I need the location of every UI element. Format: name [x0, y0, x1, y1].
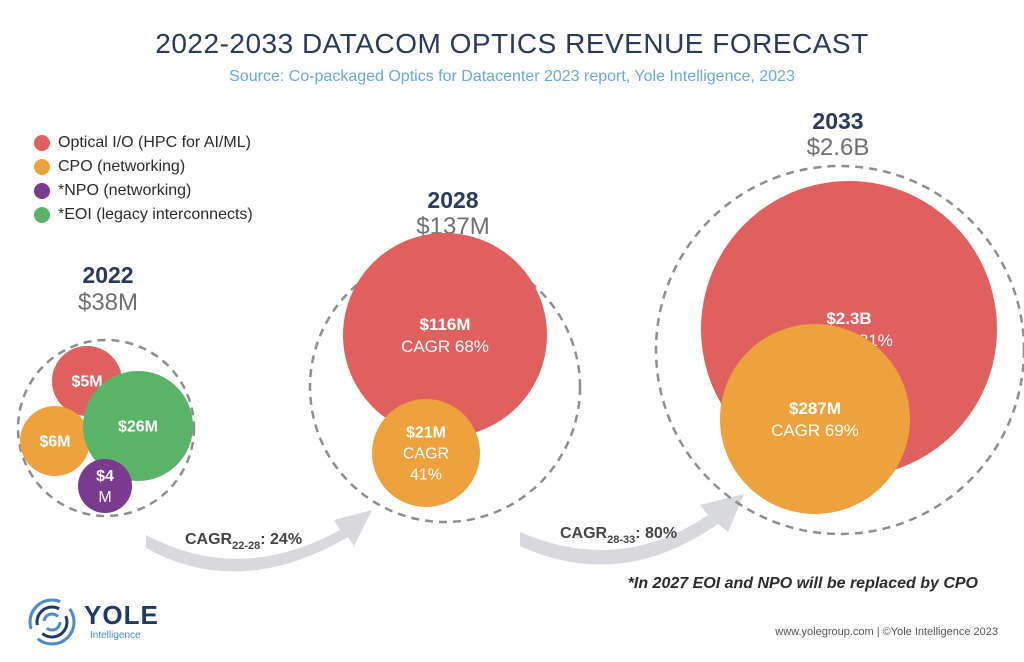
- legend-swatch: [34, 183, 50, 199]
- bubble-2033-1: [720, 324, 910, 514]
- bubble-label-2022-2: $26M: [118, 419, 158, 436]
- yole-logo: YOLE Intelligence: [26, 596, 176, 656]
- bubble-label-2022-0: $5M: [71, 374, 102, 391]
- footnote: *In 2027 EOI and NPO will be replaced by…: [627, 575, 978, 592]
- bubble-label-2022-1: $6M: [39, 434, 70, 451]
- legend-label: Optical I/O (HPC for AI/ML): [58, 134, 251, 151]
- bubble-2028-1: [372, 399, 480, 507]
- bubble-label-2028-0: CAGR 68%: [401, 337, 489, 356]
- bubble-2022-1: [20, 406, 90, 476]
- growth-label-1: CAGR28-33: 80%: [560, 525, 677, 546]
- bubble-label-2022-3: M: [98, 489, 111, 506]
- growth-label-0: CAGR22-28: 24%: [185, 531, 302, 552]
- bubble-label-2022-3: $4: [96, 468, 114, 485]
- bubble-2028-0: [343, 233, 547, 437]
- logo-subtext: Intelligence: [90, 630, 141, 641]
- chart-subtitle: Source: Co-packaged Optics for Datacente…: [229, 68, 795, 85]
- year-ring-2022: [16, 338, 196, 518]
- year-label-2022: 2022: [82, 262, 134, 288]
- legend: Optical I/O (HPC for AI/ML) CPO (network…: [34, 131, 253, 227]
- legend-label: *NPO (networking): [58, 182, 192, 199]
- growth-arrow-0: [146, 510, 372, 572]
- bubble-2022-3: [78, 459, 132, 513]
- chart-title: 2022-2033 DATACOM OPTICS REVENUE FORECAS…: [155, 28, 869, 59]
- legend-swatch: [34, 135, 50, 151]
- legend-swatch: [34, 207, 50, 223]
- legend-item-optical-io: Optical I/O (HPC for AI/ML): [34, 131, 253, 155]
- footer-credit: www.yolegroup.com | ©Yole Intelligence 2…: [775, 626, 998, 638]
- total-label-2022: $38M: [77, 289, 139, 316]
- legend-swatch: [34, 159, 50, 175]
- bubble-label-2028-1: $21M: [406, 425, 446, 442]
- legend-label: CPO (networking): [58, 158, 186, 175]
- legend-label: *EOI (legacy interconnects): [58, 206, 253, 223]
- year-ring-2033: [654, 164, 1024, 536]
- logo-text: YOLE: [84, 600, 159, 630]
- year-label-2028: 2028: [427, 187, 479, 213]
- legend-item-cpo: CPO (networking): [34, 155, 253, 179]
- bubble-2022-2: [83, 371, 193, 481]
- total-label-2033: $2.6B: [806, 134, 870, 161]
- bubble-label-2028-1: CAGR: [403, 446, 449, 463]
- bubble-label-2028-0: $116M: [419, 315, 470, 334]
- bubble-label-2033-0: $2.3B: [826, 309, 871, 328]
- legend-item-eoi: *EOI (legacy interconnects): [34, 203, 253, 227]
- year-label-2033: 2033: [812, 108, 864, 134]
- logo-icon: [28, 598, 76, 646]
- legend-item-npo: *NPO (networking): [34, 179, 253, 203]
- bubble-label-2028-1: 41%: [410, 467, 442, 484]
- bubble-label-2033-1: $287M: [789, 399, 841, 418]
- growth-arrow-1: [520, 494, 744, 565]
- bubble-label-2033-1: CAGR 69%: [771, 421, 859, 440]
